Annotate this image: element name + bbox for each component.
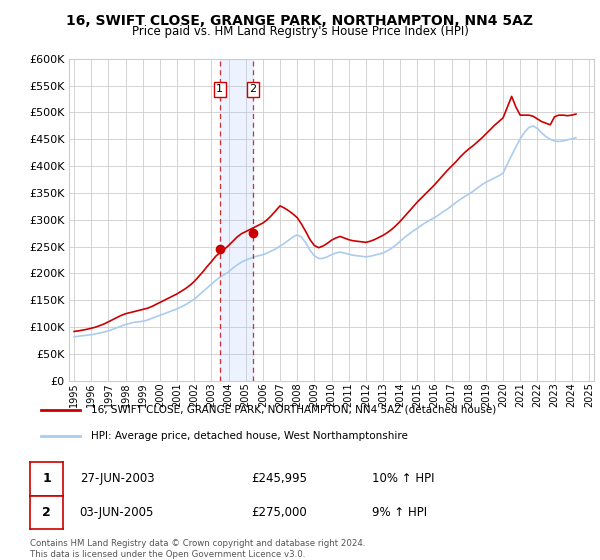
Text: 2: 2 [42,506,51,519]
Text: Price paid vs. HM Land Registry's House Price Index (HPI): Price paid vs. HM Land Registry's House … [131,25,469,38]
Text: 03-JUN-2005: 03-JUN-2005 [80,506,154,519]
Text: 27-JUN-2003: 27-JUN-2003 [80,472,154,486]
Text: 1: 1 [42,472,51,486]
Text: 16, SWIFT CLOSE, GRANGE PARK, NORTHAMPTON, NN4 5AZ: 16, SWIFT CLOSE, GRANGE PARK, NORTHAMPTO… [67,14,533,28]
Text: 10% ↑ HPI: 10% ↑ HPI [372,472,435,486]
Bar [220,59,253,381]
Text: 9% ↑ HPI: 9% ↑ HPI [372,506,427,519]
Text: £245,995: £245,995 [251,472,307,486]
Text: 16, SWIFT CLOSE, GRANGE PARK, NORTHAMPTON, NN4 5AZ (detached house): 16, SWIFT CLOSE, GRANGE PARK, NORTHAMPTO… [91,405,496,415]
Text: £275,000: £275,000 [251,506,307,519]
Text: Contains HM Land Registry data © Crown copyright and database right 2024.
This d: Contains HM Land Registry data © Crown c… [30,539,365,559]
Text: 1: 1 [217,85,223,95]
Text: 2: 2 [250,85,256,95]
Text: HPI: Average price, detached house, West Northamptonshire: HPI: Average price, detached house, West… [91,431,407,441]
